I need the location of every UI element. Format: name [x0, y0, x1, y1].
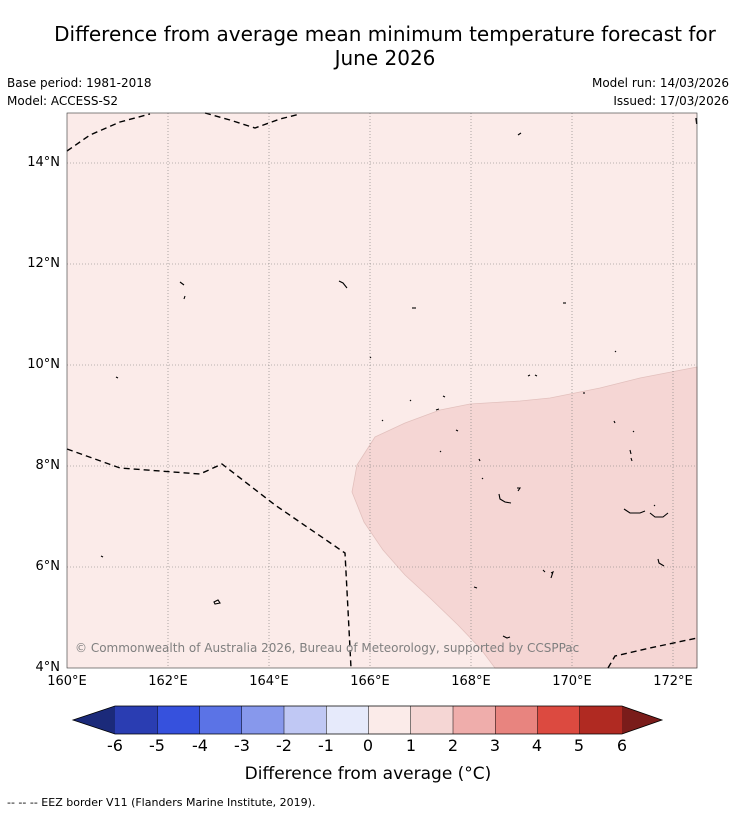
- colorbar-segment: [495, 706, 538, 734]
- lat-label-4n: 4°N: [35, 660, 61, 675]
- lon-label-160e: 160°E: [47, 674, 87, 689]
- meta-left: Base period: 1981-2018 Model: ACCESS-S2: [7, 74, 152, 110]
- gridlines: [67, 113, 697, 668]
- eez-legend: -- -- -- EEZ border V11 (Flanders Marine…: [7, 796, 316, 809]
- colorbar-segment: [410, 706, 454, 734]
- colorbar-segment: [284, 706, 327, 734]
- lon-label-170e: 170°E: [552, 674, 592, 689]
- colorbar-segment: [157, 706, 200, 734]
- colorbar-tick: 4: [531, 736, 543, 755]
- colorbar-tick: -4: [192, 736, 208, 755]
- lon-label-172e: 172°E: [653, 674, 693, 689]
- colorbar-segment: [326, 706, 369, 734]
- eez-borders: [66, 112, 698, 669]
- colorbar-tick: -2: [276, 736, 292, 755]
- meta-right: Model run: 14/03/2026 Issued: 17/03/2026: [592, 74, 729, 110]
- colorbar-outline: [71, 705, 664, 735]
- issued-date: Issued: 17/03/2026: [613, 94, 729, 108]
- colorbar-tick: 2: [447, 736, 459, 755]
- islands: [100, 132, 669, 639]
- title-line-2: June 2026: [334, 46, 436, 70]
- colorbar-segment: [115, 706, 158, 734]
- colorbar-extend-low: [73, 706, 115, 734]
- colorbar-tick: 1: [405, 736, 417, 755]
- colorbar-tick: -3: [234, 736, 250, 755]
- chart-title: Difference from average mean minimum tem…: [20, 22, 736, 70]
- lat-label-6n: 6°N: [35, 559, 61, 574]
- warm-anomaly-region: [351, 366, 698, 669]
- lat-label-14n: 14°N: [27, 155, 60, 170]
- colorbar-tick: -6: [107, 736, 123, 755]
- colorbar-segment: [579, 706, 623, 734]
- lat-label-12n: 12°N: [27, 256, 60, 271]
- copyright-notice: © Commonwealth of Australia 2026, Bureau…: [75, 641, 580, 655]
- colorbar-tick: 6: [616, 736, 628, 755]
- lon-label-166e: 166°E: [350, 674, 390, 689]
- colorbar-extend-high: [622, 706, 662, 734]
- colorbar-tick: 5: [573, 736, 585, 755]
- colorbar-segment: [368, 706, 412, 734]
- colorbar-tick: 3: [489, 736, 501, 755]
- colorbar-segment: [199, 706, 243, 734]
- colorbar-tick: 0: [362, 736, 374, 755]
- model-run: Model run: 14/03/2026: [591, 76, 729, 90]
- colorbar-segment: [537, 706, 581, 734]
- model-name: Model: ACCESS-S2: [7, 94, 119, 108]
- lat-label-8n: 8°N: [35, 458, 61, 473]
- colorbar-label: Difference from average (°C): [244, 764, 492, 784]
- colorbar-segment: [241, 706, 285, 734]
- lon-label-164e: 164°E: [249, 674, 289, 689]
- title-line-1: Difference from average mean minimum tem…: [54, 22, 716, 46]
- colorbar: [71, 705, 664, 735]
- map-background: [67, 113, 697, 668]
- lat-label-10n: 10°N: [27, 357, 60, 372]
- colorbar-tick: -1: [318, 736, 334, 755]
- colorbar-tick: -5: [149, 736, 165, 755]
- lon-label-162e: 162°E: [148, 674, 188, 689]
- lon-label-168e: 168°E: [451, 674, 491, 689]
- colorbar-segment: [453, 706, 496, 734]
- base-period: Base period: 1981-2018: [7, 76, 152, 90]
- map-frame: [66, 112, 698, 669]
